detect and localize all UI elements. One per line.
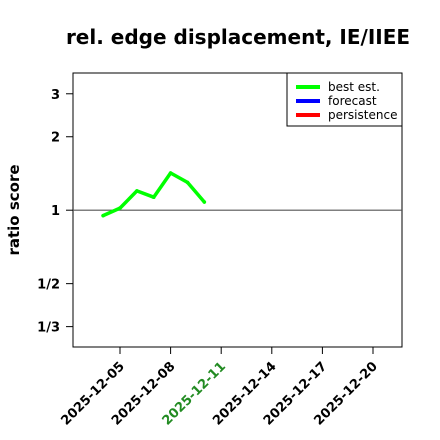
series-point — [151, 195, 156, 200]
y-tick-label: 3 — [51, 88, 60, 103]
y-axis-ticks: 3 2 1 1/2 1/3 — [37, 88, 73, 336]
series-point — [185, 180, 190, 185]
series-point — [101, 213, 105, 218]
series-line — [101, 171, 207, 218]
series-point — [118, 206, 122, 210]
x-axis-ticks: 2025-12-052025-12-082025-12-112025-12-14… — [58, 347, 381, 429]
chart-title: rel. edge displacement, IE/IIEE — [66, 25, 410, 49]
series-layer — [101, 171, 207, 218]
series-point — [168, 171, 173, 175]
legend-label: forecast — [328, 94, 377, 108]
series-point — [135, 189, 139, 193]
legend-label: best est. — [328, 80, 380, 94]
y-tick-label: 1/2 — [37, 278, 60, 293]
y-axis-label: ratio score — [5, 164, 23, 255]
y-tick-label: 1 — [51, 204, 60, 219]
y-tick-label: 2 — [51, 131, 60, 146]
series-point — [202, 200, 207, 204]
legend-label: persistence — [328, 108, 397, 122]
y-tick-label: 1/3 — [37, 321, 60, 336]
